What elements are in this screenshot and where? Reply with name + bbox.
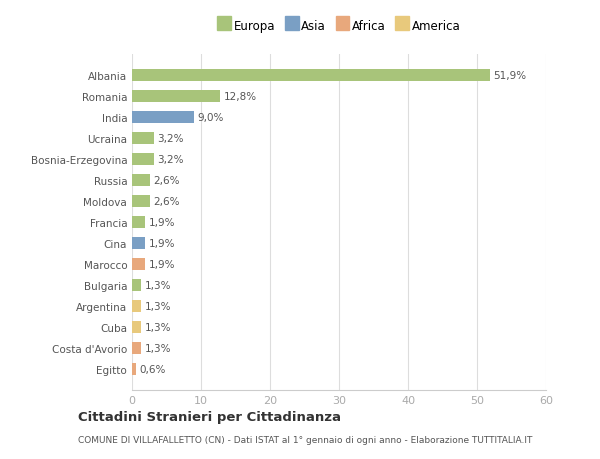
Text: 1,3%: 1,3% — [145, 322, 171, 332]
Text: 2,6%: 2,6% — [154, 176, 180, 186]
Text: 3,2%: 3,2% — [158, 134, 184, 144]
Text: 1,3%: 1,3% — [145, 343, 171, 353]
Text: 9,0%: 9,0% — [197, 113, 224, 123]
Text: 1,9%: 1,9% — [149, 239, 175, 248]
Bar — [132, 70, 490, 82]
Bar — [132, 112, 194, 123]
Text: Cittadini Stranieri per Cittadinanza: Cittadini Stranieri per Cittadinanza — [78, 410, 341, 423]
Bar — [132, 91, 220, 103]
Bar — [132, 280, 141, 291]
Text: 1,3%: 1,3% — [145, 280, 171, 291]
Bar — [132, 175, 150, 186]
Bar — [132, 154, 154, 166]
Bar — [132, 301, 141, 312]
Bar — [132, 364, 136, 375]
Text: 51,9%: 51,9% — [494, 71, 527, 81]
Bar — [132, 238, 145, 249]
Text: 1,9%: 1,9% — [149, 218, 175, 228]
Bar — [132, 196, 150, 207]
Legend: Europa, Asia, Africa, America: Europa, Asia, Africa, America — [215, 17, 463, 35]
Text: 1,9%: 1,9% — [149, 259, 175, 269]
Bar — [132, 259, 145, 270]
Text: 3,2%: 3,2% — [158, 155, 184, 165]
Text: COMUNE DI VILLAFALLETTO (CN) - Dati ISTAT al 1° gennaio di ogni anno - Elaborazi: COMUNE DI VILLAFALLETTO (CN) - Dati ISTA… — [78, 435, 532, 443]
Bar — [132, 342, 141, 354]
Text: 0,6%: 0,6% — [140, 364, 166, 374]
Text: 2,6%: 2,6% — [154, 197, 180, 207]
Bar — [132, 133, 154, 145]
Text: 12,8%: 12,8% — [224, 92, 257, 102]
Text: 1,3%: 1,3% — [145, 302, 171, 311]
Bar — [132, 322, 141, 333]
Bar — [132, 217, 145, 229]
